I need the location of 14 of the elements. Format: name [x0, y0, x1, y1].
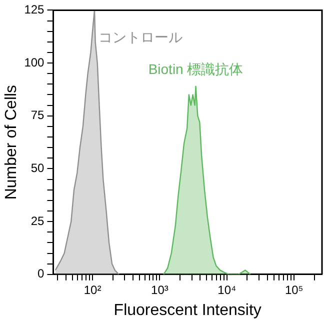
y-tick-label: 75 — [30, 108, 45, 122]
series-label: コントロール — [98, 29, 183, 46]
x-tick-label: 10³ — [151, 282, 168, 297]
x-tick-label: 10⁵ — [284, 282, 304, 297]
y-tick-label: 125 — [24, 2, 45, 17]
x-tick-label: 10² — [84, 282, 102, 297]
y-axis-title: Number of Cells — [3, 84, 20, 200]
x-tick-label: 10⁴ — [218, 282, 236, 297]
y-tick-label: 100 — [24, 55, 45, 70]
y-tick-label: 25 — [30, 214, 45, 228]
y-tick-label: 50 — [30, 161, 45, 176]
y-tick-label: 0 — [38, 266, 45, 281]
series-label: Biotin 標識抗体 — [148, 61, 244, 78]
x-axis-title: Fluorescent Intensity — [114, 302, 262, 319]
